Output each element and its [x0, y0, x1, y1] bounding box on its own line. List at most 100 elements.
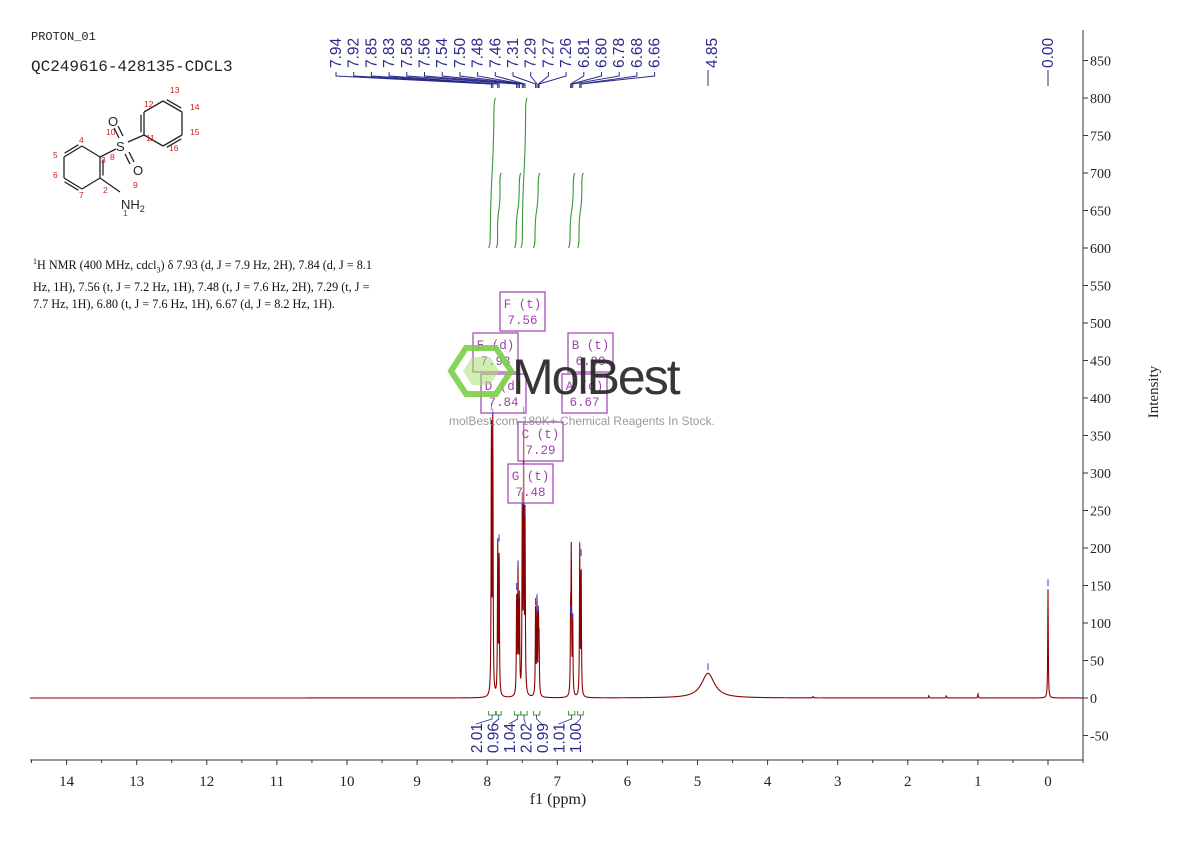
nucleus-superscript: 1: [33, 257, 37, 266]
peak-leader: [353, 72, 494, 88]
peak-label: 7.54: [434, 37, 451, 68]
multiplet-label: G (t): [512, 470, 550, 484]
hexagon-icon: [447, 345, 515, 397]
multiplet-box: F (t) 7.56: [499, 291, 546, 332]
bond: [99, 177, 121, 193]
x-tick-label: 2: [904, 774, 912, 790]
multiplet-box: C (t) 7.29: [517, 421, 564, 462]
bond: [162, 100, 183, 113]
multiplet-frame: [517, 421, 564, 462]
x-tick-label: 7: [554, 774, 562, 790]
peak-label: 7.83: [381, 38, 398, 68]
peak-leader: [477, 72, 525, 88]
bond: [124, 153, 131, 165]
peak-leader: [388, 72, 500, 88]
x-tick-label: 3: [834, 774, 842, 790]
peak-label: 7.94: [328, 37, 345, 68]
bond-double: [166, 138, 182, 148]
atom-number: 5: [53, 150, 58, 160]
peak-label: 7.58: [399, 38, 416, 68]
peak-leader: [579, 72, 638, 88]
peak-leader: [572, 72, 620, 88]
integral-bracket: [577, 711, 584, 716]
atom-number: 12: [144, 99, 154, 109]
y-tick-label: 750: [1090, 130, 1111, 145]
integral-curve: [514, 172, 522, 249]
peak-leader: [424, 72, 519, 88]
y-tick-label: 350: [1090, 430, 1111, 445]
multiplet-shift: 7.29: [525, 444, 555, 458]
hexagon-inner-icon: [463, 357, 499, 385]
bond-double: [64, 144, 79, 154]
y-tick-label: 150: [1090, 580, 1111, 595]
bond: [143, 134, 164, 147]
multiplet-shift: 7.84: [488, 396, 518, 410]
peak-leader: [370, 72, 499, 88]
y-tick-label: 850: [1090, 55, 1111, 70]
integral-value: 0.99: [535, 723, 552, 753]
integral-bracket: [495, 711, 502, 716]
multiplet-frame: [507, 463, 554, 504]
peak-label: 7.29: [523, 38, 540, 68]
integral-curve: [577, 172, 584, 249]
multiplet-shift: 6.67: [569, 396, 599, 410]
integral-bracket: [520, 711, 528, 716]
x-tick-label: 4: [764, 774, 772, 790]
bond: [99, 148, 117, 158]
bond: [63, 177, 83, 190]
bond: [117, 125, 124, 137]
integral-bracket: [514, 711, 522, 716]
integral-leader: [523, 715, 526, 725]
peak-label: 7.56: [417, 38, 434, 68]
y-tick-label: 500: [1090, 317, 1111, 332]
atom-number: 2: [103, 185, 108, 195]
integral-value: 1.04: [502, 723, 519, 754]
y-tick-label: 700: [1090, 167, 1111, 182]
integral-leader: [558, 715, 573, 725]
y-tick-label: 650: [1090, 205, 1111, 220]
y-tick-label: 0: [1090, 692, 1097, 707]
atom-number: 7: [79, 190, 84, 200]
watermark-tagline: molBest.com 180K+ Chemical Reagents In S…: [449, 414, 715, 428]
x-tick-label: 12: [199, 774, 214, 790]
atom-number: 9: [133, 180, 138, 190]
multiplet-shift: 6.80: [575, 355, 605, 369]
integral-leader: [574, 715, 581, 725]
y-tick-label: 600: [1090, 242, 1111, 257]
x-tick-label: 13: [129, 774, 144, 790]
multiplet-box: B (t) 6.80: [567, 332, 614, 373]
bond: [128, 151, 135, 163]
y-tick-label: 450: [1090, 355, 1111, 370]
x-tick-label: 1: [974, 774, 982, 790]
x-tick-label: 11: [270, 774, 284, 790]
atom-number: 13: [170, 85, 180, 95]
peak-label: 6.78: [611, 38, 628, 68]
solvent-subscript: 3: [156, 265, 161, 275]
integral-curve: [568, 172, 576, 249]
peak-leader: [530, 72, 538, 88]
sample-id: QC249616-428135-CDCL3: [31, 58, 233, 76]
experiment-name: PROTON_01: [31, 30, 96, 44]
atom-oxygen: O: [133, 163, 143, 178]
bond: [63, 145, 83, 158]
peak-label: 7.31: [505, 38, 522, 68]
integral-curve: [532, 172, 541, 249]
atom-number: 11: [146, 133, 155, 143]
integral-leader: [475, 715, 493, 725]
x-axis-label: f1 (ppm): [530, 791, 586, 808]
integral-value: 2.01: [469, 723, 486, 753]
integral-bracket: [568, 711, 576, 716]
peak-label: 6.81: [576, 38, 593, 68]
multiplet-label: C (t): [522, 428, 560, 442]
watermark-logo: MolBest: [447, 345, 683, 405]
atom-amine: NH2: [121, 197, 145, 214]
multiplet-shift: 7.56: [507, 314, 537, 328]
multiplet-frame: [567, 332, 614, 373]
atom-number: 15: [190, 127, 200, 137]
multiplet-label: B (t): [572, 339, 610, 353]
peak-label: 7.27: [540, 38, 557, 68]
peak-leader: [580, 72, 656, 88]
peak-label: 7.92: [346, 38, 363, 68]
integral-leader: [492, 715, 500, 725]
